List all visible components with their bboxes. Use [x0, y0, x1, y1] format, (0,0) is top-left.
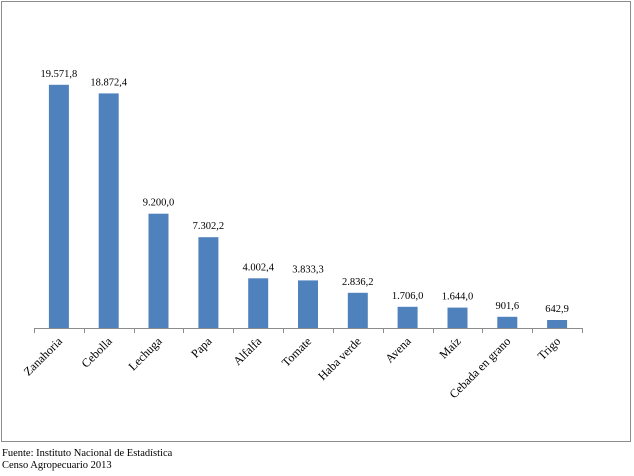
category-label: Zanahoria: [21, 334, 66, 379]
source-line-1: Fuente: Instituto Nacional de Estadístic…: [2, 448, 173, 459]
category-labels-group: Zanahoria Cebolla Lechuga Papa Alfalfa Tomate…: [21, 334, 563, 401]
category-label: Papa: [188, 334, 215, 361]
bar-trigo: [547, 320, 568, 328]
category-label: Haba verde: [315, 334, 364, 383]
bar-alfalfa: [248, 278, 269, 328]
data-label: 4.002,4: [242, 262, 274, 273]
data-label: 9.200,0: [143, 198, 175, 209]
data-label: 1.644,0: [442, 292, 474, 303]
bar-cebolla: [98, 93, 119, 329]
category-label: Tomate: [279, 334, 314, 369]
category-label: Maíz: [436, 334, 463, 361]
data-label: 19.571,8: [41, 69, 78, 80]
bar-haba-verde: [347, 292, 368, 328]
data-label: 18.872,4: [90, 77, 128, 88]
data-label: 7.302,2: [193, 221, 225, 232]
bar-papa: [198, 237, 219, 328]
bar-lechuga: [148, 213, 169, 328]
x-axis-ticks: [34, 328, 583, 333]
category-label: Cebolla: [79, 334, 116, 371]
bar-zanahoria: [48, 84, 69, 328]
category-label: Alfalfa: [230, 334, 264, 368]
data-label: 901,6: [495, 301, 519, 312]
data-label: 2.836,2: [342, 277, 374, 288]
bar-tomate: [298, 280, 318, 328]
data-label: 1.706,0: [392, 291, 424, 302]
source-line-2: Censo Agropecuario 2013: [2, 460, 112, 471]
category-label: Trigo: [535, 334, 563, 362]
bar-maíz: [447, 307, 468, 328]
category-label: Avena: [382, 334, 414, 366]
category-label: Lechuga: [126, 334, 166, 374]
bars-group: [48, 84, 568, 329]
value-labels-group: 19.571,8 18.872,4 9.200,0 7.302,2 4.002,4 3.8…: [41, 69, 569, 315]
bar-avena: [397, 306, 418, 328]
data-label: 3.833,3: [292, 264, 324, 275]
bar-cebada-en-grano: [497, 316, 518, 328]
data-label: 642,9: [545, 304, 569, 315]
